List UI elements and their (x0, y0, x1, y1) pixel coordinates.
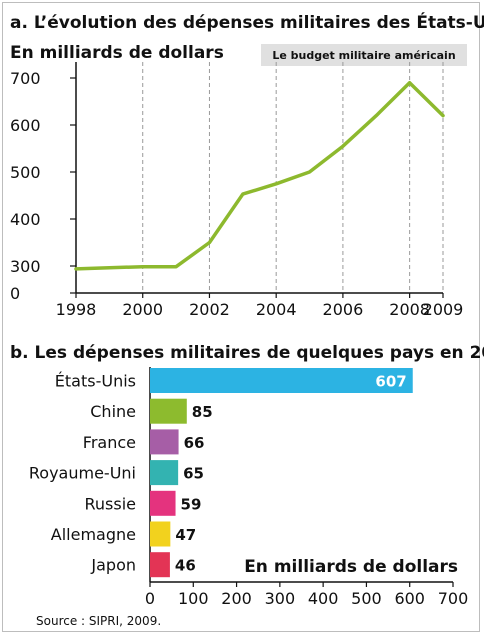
bar (150, 398, 187, 424)
bar-category-label: Allemagne (51, 525, 136, 544)
bar-category-label: France (83, 433, 136, 452)
line-chart-x-tick-label: 2008 (389, 300, 430, 319)
bar-value-label: 85 (192, 403, 213, 421)
bar-chart-x-tick-label: 400 (308, 589, 339, 608)
bar (150, 490, 176, 516)
bar-value-label: 47 (175, 526, 196, 544)
bar-value-label: 65 (183, 465, 204, 483)
line-series-us-spending (74, 80, 445, 271)
source-note: Source : SIPRI, 2009. (36, 614, 161, 628)
line-chart-y-tick-label: 500 (10, 163, 41, 182)
line-chart-y-tick-label: 600 (10, 116, 41, 135)
line-chart-y-tick-label: 300 (10, 257, 41, 276)
line-chart-title: a. L’évolution des dépenses militaires d… (10, 11, 484, 33)
line-chart-x-tick-label: 1998 (56, 300, 97, 319)
line-chart-x-tick-label: 2002 (189, 300, 230, 319)
bar (150, 552, 170, 578)
bar (150, 521, 171, 547)
bar-chart-x-tick-label: 600 (394, 589, 425, 608)
bar-chart-x-tick-label: 0 (145, 589, 155, 608)
bar-category-label: Russie (85, 494, 137, 513)
line-chart-y-tick-label: 700 (10, 69, 41, 88)
bar-value-label: 59 (181, 495, 202, 513)
bar-category-label: États-Unis (55, 372, 136, 391)
bar-category-label: Japon (90, 556, 136, 575)
bar-value-label: 607 (375, 373, 406, 391)
bar-category-label: Chine (90, 402, 136, 421)
bar-value-label: 66 (184, 434, 205, 452)
bar-chart-unit-label: En milliards de dollars (244, 557, 458, 577)
bar (150, 429, 179, 455)
bar-value-label: 46 (175, 557, 196, 575)
line-chart-y-tick-label: 0 (10, 284, 20, 303)
line-chart-y-tick-label: 400 (10, 210, 41, 229)
bar-chart-x-tick-label: 300 (265, 589, 296, 608)
bar-chart-x-tick-label: 200 (221, 589, 252, 608)
bar-category-label: Royaume-Uni (29, 464, 136, 483)
line-chart-subtitle: En milliards de dollars (10, 43, 224, 63)
bar (150, 460, 179, 486)
line-chart-x-tick-label: 2000 (122, 300, 163, 319)
bar (150, 368, 413, 393)
bar-chart: 0 100 200 300 400 500 600 700 États-Unis 607 Chine… (29, 367, 468, 608)
bar-chart-x-tick-label: 500 (351, 589, 382, 608)
bar-chart-x-tick-label: 100 (178, 589, 209, 608)
budget-badge (261, 44, 467, 66)
bar-chart-title: b. Les dépenses militaires de quelques p… (10, 343, 484, 363)
line-chart-x-tick-label: 2004 (256, 300, 297, 319)
figure-frame (2, 2, 480, 632)
line-chart-x-tick-label: 2006 (323, 300, 364, 319)
line-chart: 0 300 400 500 600 700 1998 2000 2002 2004 2006 2008… (10, 62, 463, 319)
budget-badge-label: Le budget militaire américain (272, 49, 455, 62)
bar-chart-x-tick-label: 700 (438, 589, 469, 608)
line-chart-x-tick-label: 2009 (423, 300, 464, 319)
